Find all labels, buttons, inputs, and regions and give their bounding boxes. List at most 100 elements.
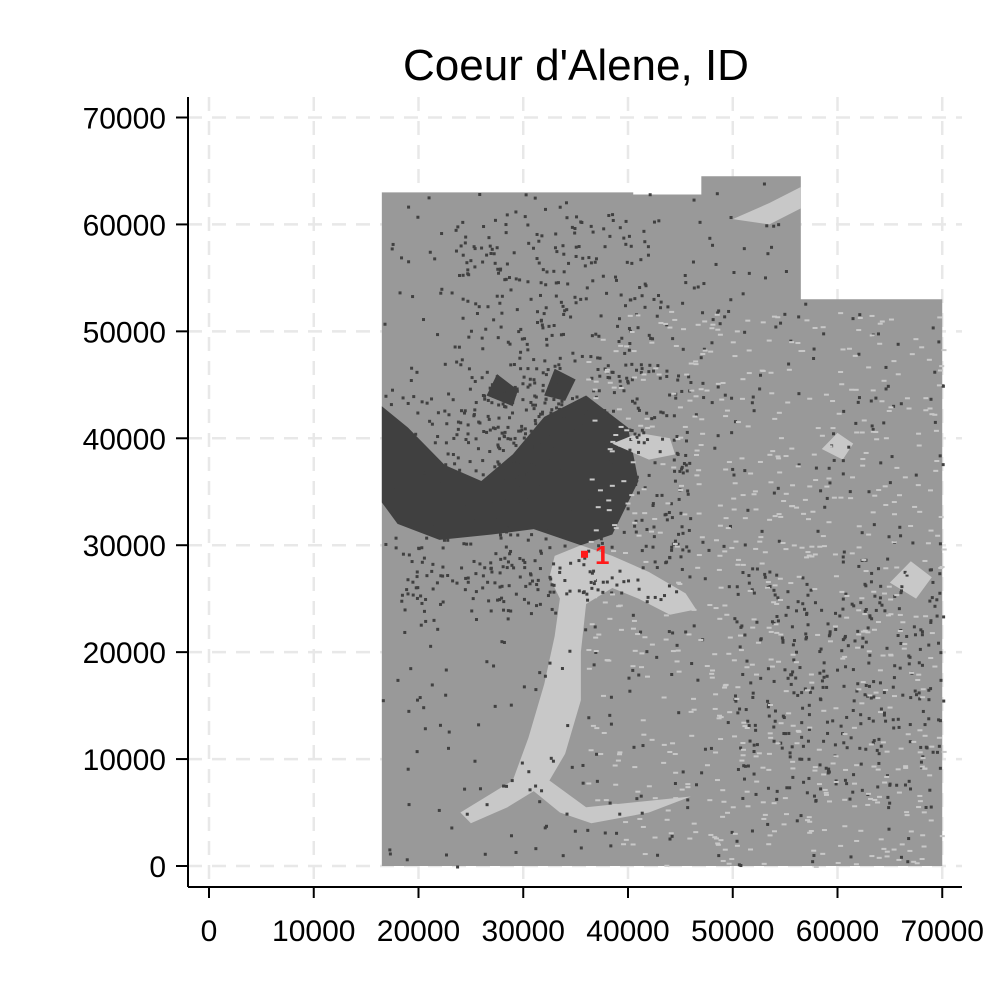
- urban-speck: [851, 317, 855, 321]
- lake: [460, 545, 697, 824]
- urban-speck: [466, 299, 470, 303]
- water-speck: [671, 466, 677, 469]
- urban-speck: [642, 441, 646, 445]
- y-tick-label: 40000: [83, 423, 166, 456]
- urban-speck: [691, 260, 695, 264]
- urban-speck: [842, 741, 846, 745]
- urban-speck: [801, 576, 805, 580]
- urban-speck: [653, 595, 657, 599]
- urban-speck: [412, 395, 416, 399]
- water-speck: [790, 760, 796, 763]
- water-speck: [813, 479, 819, 482]
- urban-speck: [431, 587, 435, 591]
- urban-speck: [775, 789, 779, 793]
- water-speck: [807, 831, 813, 834]
- urban-speck: [610, 576, 614, 580]
- urban-speck: [504, 223, 508, 227]
- urban-speck: [497, 403, 501, 407]
- water-speck: [904, 814, 910, 817]
- water-speck: [882, 781, 888, 784]
- water-speck: [631, 619, 637, 622]
- water-speck: [641, 373, 647, 376]
- water-speck: [917, 800, 923, 803]
- water-speck: [640, 378, 646, 381]
- water-speck: [734, 330, 740, 333]
- urban-speck: [780, 636, 784, 640]
- urban-speck: [659, 598, 663, 602]
- urban-speck: [534, 847, 538, 851]
- urban-speck: [502, 435, 506, 439]
- urban-speck: [520, 424, 524, 428]
- water-speck: [693, 831, 699, 834]
- water-speck: [941, 349, 947, 352]
- water-speck: [817, 545, 823, 548]
- water-speck: [715, 842, 721, 845]
- urban-speck: [873, 594, 877, 598]
- urban-speck: [535, 257, 539, 261]
- urban-speck: [592, 663, 596, 667]
- urban-speck: [941, 463, 945, 467]
- urban-speck: [647, 333, 651, 337]
- urban-speck: [678, 469, 682, 473]
- urban-speck: [901, 693, 905, 697]
- water-speck: [688, 710, 694, 713]
- urban-speck: [564, 500, 568, 504]
- water-speck: [727, 711, 733, 714]
- water-speck: [673, 344, 679, 347]
- urban-speck: [548, 575, 552, 579]
- urban-speck: [495, 375, 499, 379]
- urban-speck: [579, 297, 583, 301]
- urban-speck: [589, 580, 593, 584]
- water-speck: [597, 489, 603, 492]
- urban-speck: [920, 633, 924, 637]
- urban-speck: [692, 198, 696, 202]
- urban-speck: [463, 409, 467, 413]
- urban-speck: [427, 196, 431, 200]
- water-speck: [735, 558, 741, 561]
- water-speck: [652, 517, 658, 520]
- urban-speck: [513, 436, 517, 440]
- urban-speck: [863, 609, 867, 613]
- water-speck: [654, 804, 660, 807]
- water-speck: [712, 707, 718, 710]
- urban-speck: [790, 625, 794, 629]
- water-speck: [869, 334, 875, 337]
- urban-speck: [416, 586, 420, 590]
- urban-speck: [485, 660, 489, 664]
- urban-speck: [521, 382, 525, 386]
- urban-speck: [779, 741, 783, 745]
- water-speck: [606, 659, 612, 662]
- water-speck: [606, 509, 612, 512]
- water-speck: [625, 577, 631, 580]
- water-speck: [790, 767, 796, 770]
- urban-speck: [790, 745, 794, 749]
- water-speck: [933, 469, 939, 472]
- urban-speck: [552, 324, 556, 328]
- urban-speck: [543, 826, 547, 830]
- water-speck: [776, 457, 782, 460]
- urban-speck: [508, 552, 512, 556]
- urban-speck: [905, 634, 909, 638]
- urban-speck: [504, 405, 508, 409]
- urban-speck: [509, 288, 513, 292]
- urban-speck: [406, 578, 410, 582]
- water-speck: [927, 489, 933, 492]
- urban-speck: [877, 761, 881, 765]
- urban-speck: [560, 667, 564, 671]
- urban-speck: [480, 376, 484, 380]
- urban-speck: [938, 572, 942, 576]
- urban-speck: [820, 679, 824, 683]
- urban-speck: [919, 760, 923, 764]
- urban-speck: [807, 713, 811, 717]
- urban-speck: [788, 751, 792, 755]
- urban-speck: [506, 425, 510, 429]
- urban-speck: [471, 597, 475, 601]
- water-speck: [933, 429, 939, 432]
- water-speck: [811, 453, 817, 456]
- urban-speck: [459, 363, 463, 367]
- urban-speck: [716, 385, 720, 389]
- water-speck: [853, 388, 859, 391]
- urban-speck: [496, 267, 500, 271]
- water-speck: [592, 419, 598, 422]
